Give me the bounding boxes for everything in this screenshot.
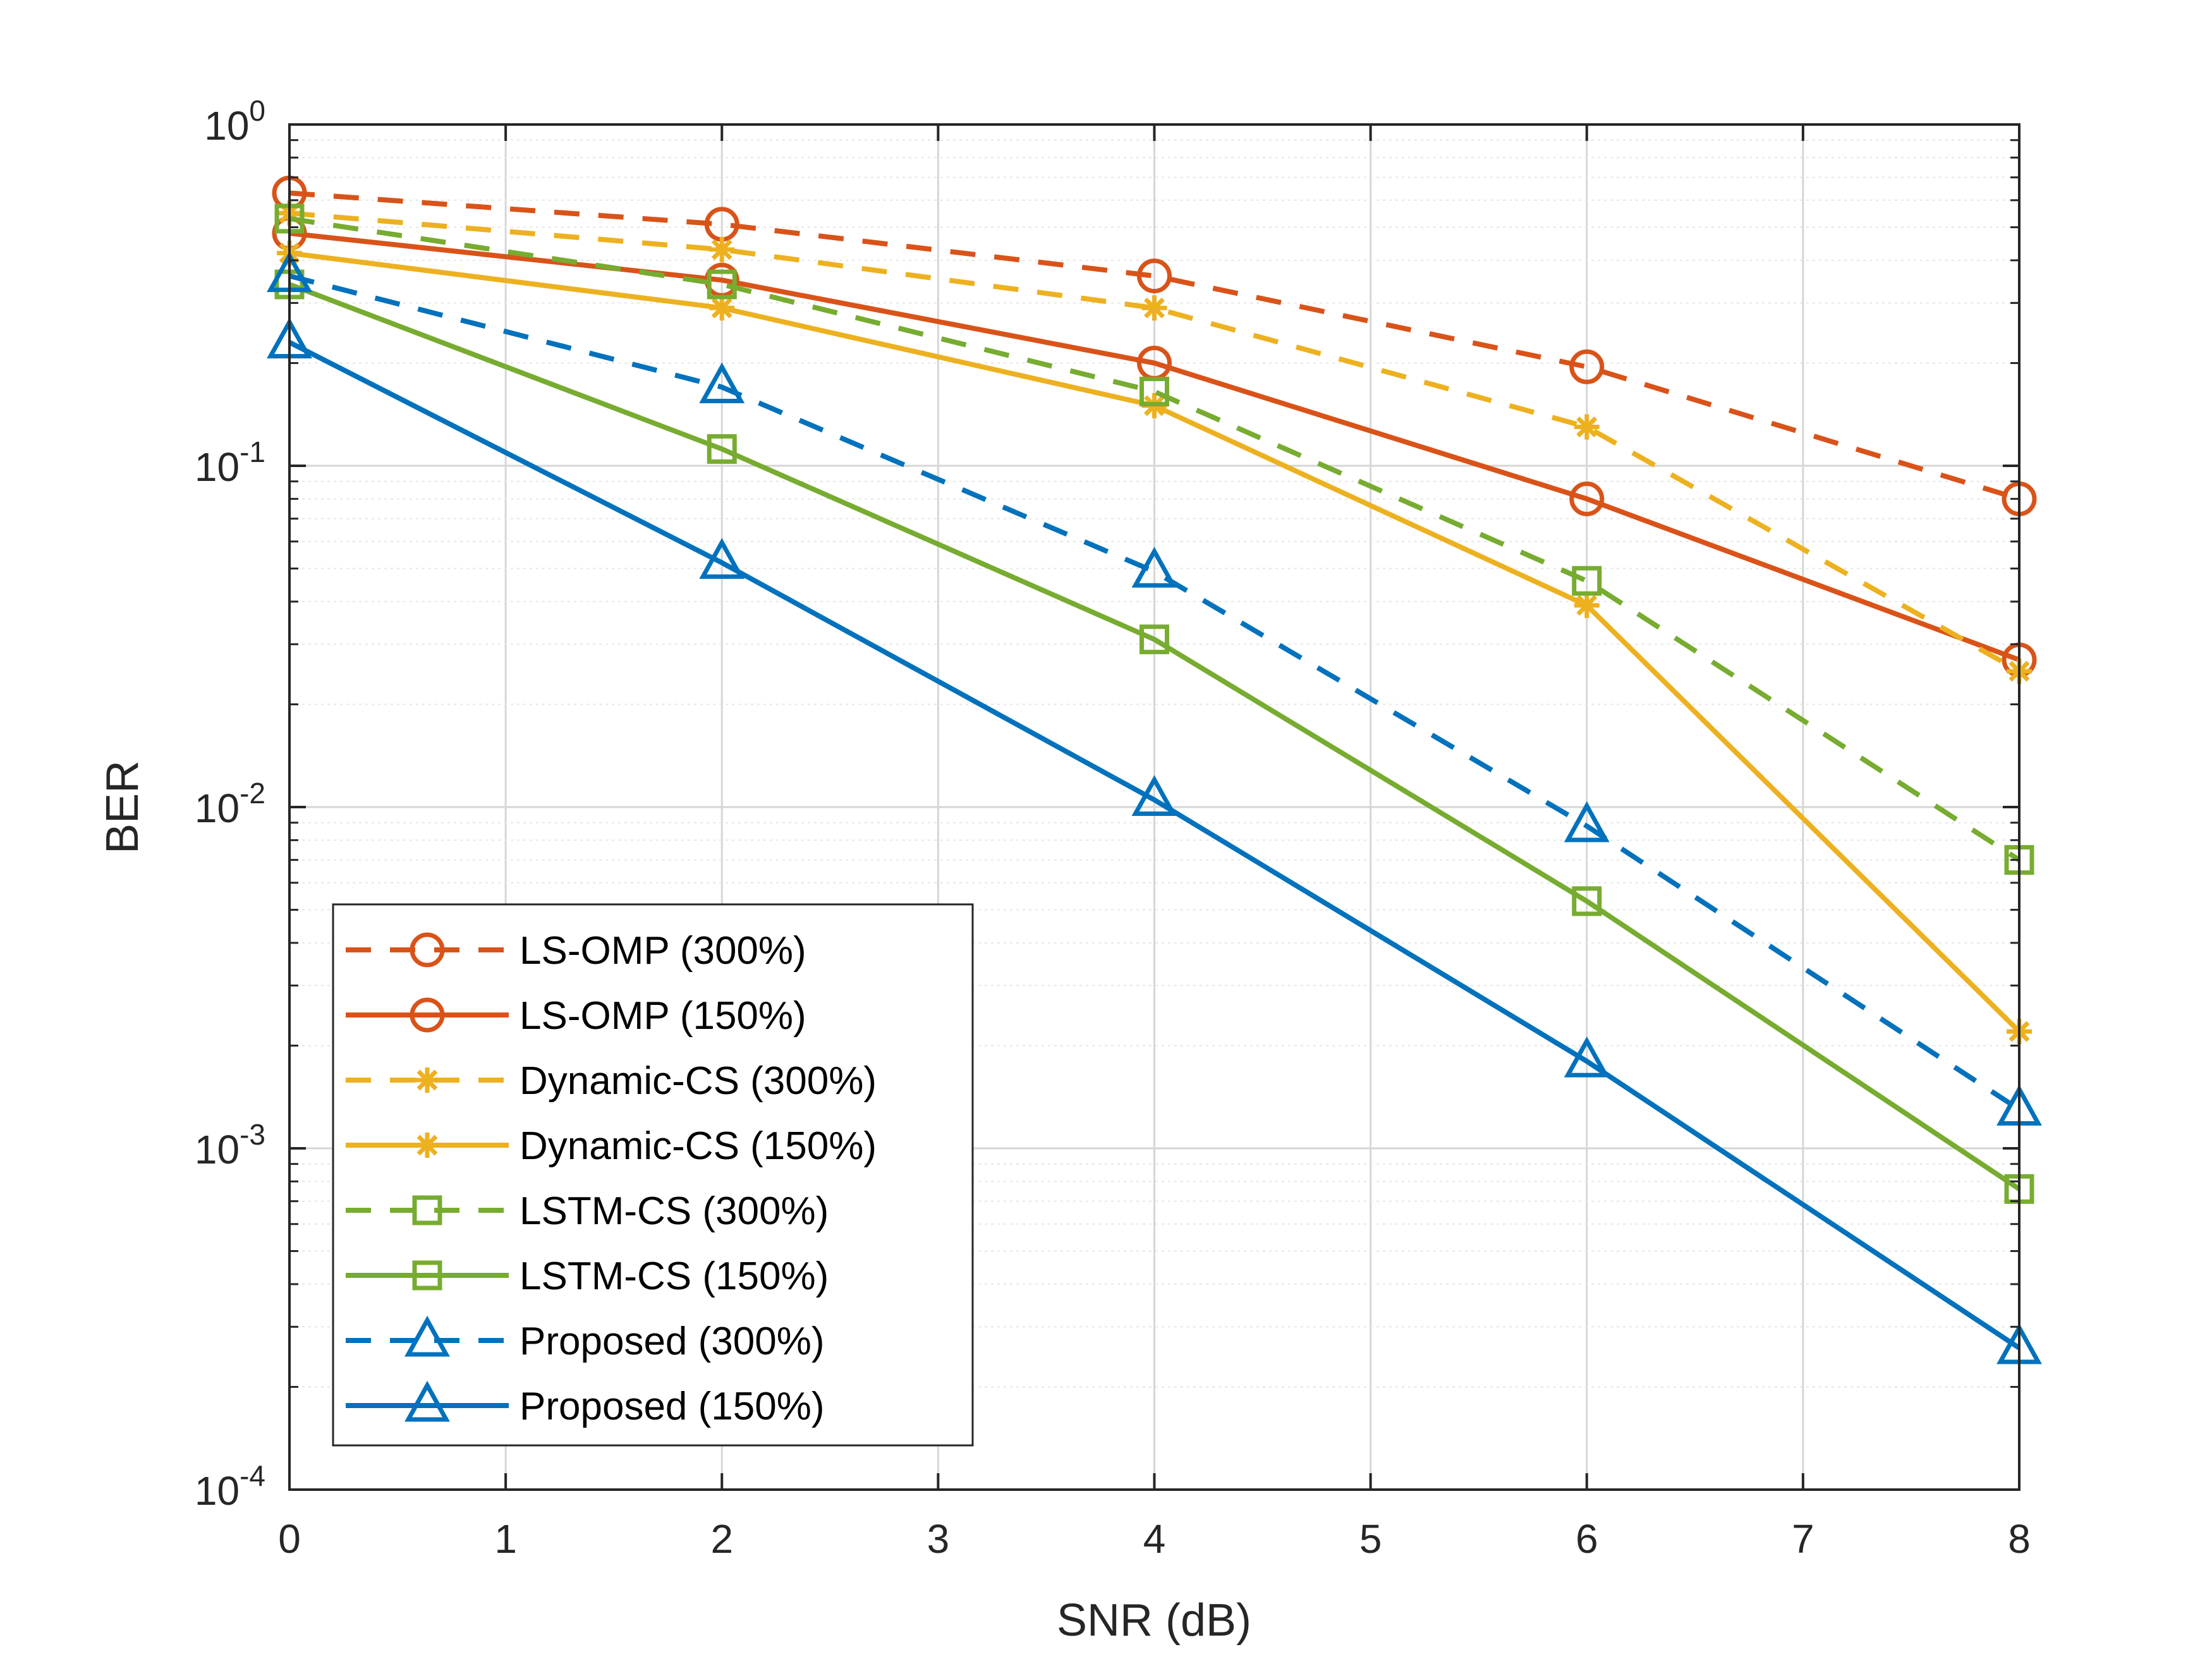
series-1	[272, 216, 2037, 678]
legend-marker	[410, 997, 445, 1033]
y-tick-label: 10-4	[195, 1459, 265, 1514]
legend-item: LSTM-CS (300%)	[346, 1189, 829, 1233]
x-tick-label: 6	[1576, 1516, 1598, 1562]
x-tick-label: 2	[710, 1516, 733, 1562]
x-tick-label: 1	[494, 1516, 517, 1562]
data-point	[1569, 349, 1605, 384]
series-line	[289, 216, 2021, 863]
legend-label: Proposed (300%)	[520, 1320, 825, 1363]
data-point	[1564, 801, 1610, 842]
series-line	[289, 231, 2021, 662]
x-tick-label: 5	[1359, 1516, 1382, 1562]
x-tick-label: 3	[927, 1516, 950, 1562]
data-point	[707, 269, 737, 300]
legend-label: LS-OMP (150%)	[520, 994, 806, 1038]
y-tick-label: 10-3	[195, 1118, 265, 1172]
legend-label: LSTM-CS (150%)	[520, 1255, 829, 1298]
x-tick-label: 7	[1792, 1516, 1814, 1562]
data-point	[1572, 566, 1602, 596]
legend: LS-OMP (300%) LS-OMP (150%) Dynamic-CS (30…	[332, 903, 974, 1447]
legend-item: Dynamic-CS (150%)	[346, 1124, 877, 1168]
data-point	[1569, 481, 1605, 516]
series-line	[289, 190, 2021, 502]
series-line	[288, 282, 2021, 1191]
x-tick-label: 0	[278, 1516, 301, 1562]
data-point	[709, 295, 735, 321]
data-point	[1141, 295, 1167, 321]
legend-label: LS-OMP (300%)	[520, 929, 806, 973]
data-point	[1131, 547, 1177, 588]
data-point	[1131, 775, 1177, 817]
y-tick-label: 100	[204, 94, 265, 149]
legend-label: Dynamic-CS (300%)	[520, 1059, 877, 1103]
legend-marker	[404, 1315, 450, 1357]
data-point	[699, 362, 745, 404]
series-line	[288, 340, 2021, 1351]
legend-marker	[412, 1260, 442, 1291]
legend-label: Dynamic-CS (150%)	[520, 1124, 877, 1168]
legend-marker	[415, 1133, 440, 1158]
data-point	[1572, 886, 1602, 916]
x-axis-label: SNR (dB)	[1057, 1595, 1251, 1646]
data-point	[1574, 414, 1600, 440]
legend-item: LS-OMP (150%)	[346, 994, 806, 1038]
data-point	[1564, 1036, 1610, 1078]
y-axis-label: BER	[97, 760, 148, 854]
legend-label: LSTM-CS (300%)	[520, 1189, 829, 1233]
legend-item: LSTM-CS (150%)	[346, 1255, 829, 1298]
series-line	[289, 210, 2021, 674]
legend-marker	[412, 1195, 442, 1225]
data-point	[1137, 258, 1172, 294]
legend-marker	[410, 932, 445, 968]
data-point	[1139, 377, 1169, 407]
legend-item: Proposed (300%)	[346, 1315, 825, 1363]
legend-item: Proposed (150%)	[346, 1380, 825, 1428]
data-point	[707, 434, 737, 464]
legend-box	[332, 903, 974, 1447]
data-point	[699, 538, 745, 579]
legend-label: Proposed (150%)	[520, 1385, 825, 1428]
legend-item: Dynamic-CS (300%)	[346, 1059, 877, 1103]
y-tick-label: 10-1	[195, 435, 265, 490]
x-tick-label: 8	[2008, 1516, 2031, 1562]
axis-ticks: 0 1 2 3 4 5 6 7 8 100 10-1 10-2 10-3 10-4	[195, 94, 2031, 1562]
data-point	[1574, 592, 1600, 618]
legend-marker	[404, 1380, 450, 1422]
legend-marker	[415, 1067, 440, 1093]
x-tick-label: 4	[1143, 1516, 1166, 1562]
data-point	[1139, 624, 1169, 655]
y-tick-label: 10-2	[195, 777, 265, 831]
legend-item: LS-OMP (300%)	[346, 929, 806, 973]
data-point	[709, 236, 735, 262]
series-group	[267, 175, 2042, 1364]
